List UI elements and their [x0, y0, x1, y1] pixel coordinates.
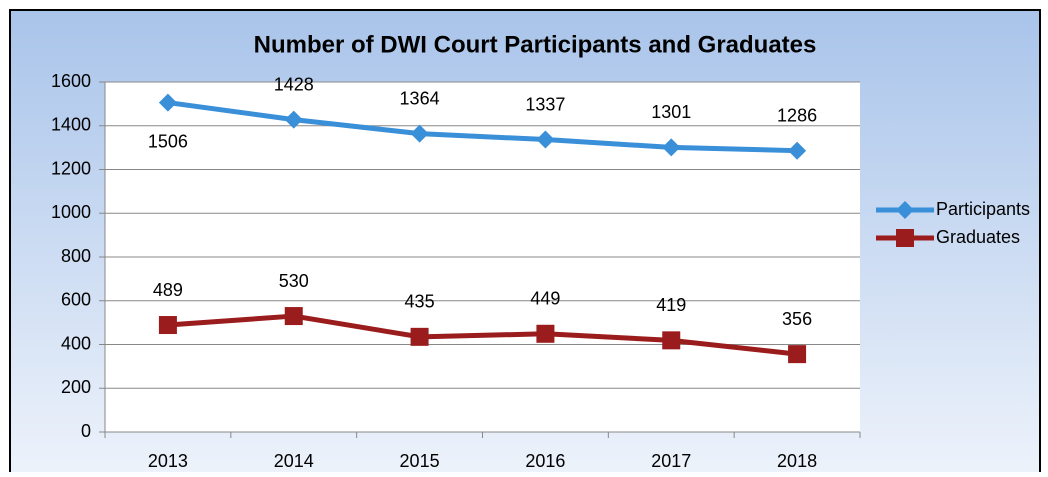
y-tick-label: 0 [81, 421, 91, 441]
data-point [662, 331, 681, 350]
data-point [410, 327, 429, 346]
data-point [788, 141, 807, 160]
x-tick-label: 2013 [148, 451, 188, 471]
legend-label: Participants [936, 199, 1030, 219]
y-tick-label: 400 [61, 333, 91, 353]
data-label: 1301 [651, 102, 691, 122]
data-point [788, 345, 807, 364]
data-label: 489 [153, 280, 183, 300]
x-tick-label: 2017 [651, 451, 691, 471]
series-line [167, 100, 798, 154]
data-label: 356 [782, 309, 812, 329]
data-point [410, 124, 429, 143]
data-point [536, 130, 555, 149]
data-point [536, 324, 555, 343]
y-tick-label: 1200 [51, 158, 91, 178]
data-label: 1337 [525, 94, 565, 114]
data-point [158, 93, 177, 112]
y-tick-label: 200 [61, 377, 91, 397]
legend-marker [896, 229, 914, 247]
data-point [284, 110, 303, 129]
y-tick-label: 1400 [51, 115, 91, 135]
x-tick-label: 2018 [777, 451, 817, 471]
chart-title: Number of DWI Court Participants and Gra… [254, 31, 817, 58]
y-tick-label: 600 [61, 290, 91, 310]
legend-label: Graduates [936, 227, 1020, 247]
series-line [167, 313, 798, 357]
data-label: 1364 [400, 88, 440, 108]
data-label: 449 [530, 289, 560, 309]
data-label: 419 [656, 295, 686, 315]
y-tick-label: 1600 [51, 71, 91, 91]
data-label: 1286 [777, 105, 817, 125]
legend-marker [896, 201, 914, 219]
y-tick-label: 1000 [51, 202, 91, 222]
data-point [284, 307, 303, 326]
data-label: 435 [405, 292, 435, 312]
data-label: 530 [279, 271, 309, 291]
y-tick-label: 800 [61, 246, 91, 266]
x-tick-label: 2015 [400, 451, 440, 471]
data-label: 1428 [274, 74, 314, 94]
x-tick-label: 2016 [525, 451, 565, 471]
data-point [158, 316, 177, 335]
x-tick-label: 2014 [274, 451, 314, 471]
data-point [662, 138, 681, 157]
data-label: 1506 [148, 131, 188, 151]
